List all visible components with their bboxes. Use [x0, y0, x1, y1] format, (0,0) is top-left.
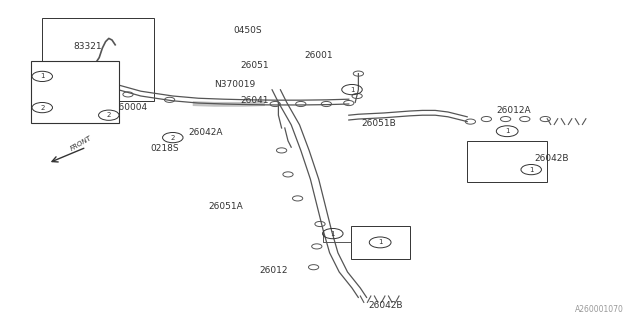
Text: 26051B: 26051B [362, 119, 396, 128]
Text: 0238S: 0238S [63, 103, 92, 112]
Text: 26012: 26012 [259, 266, 288, 275]
Text: 83321: 83321 [74, 42, 102, 51]
Text: 0450S: 0450S [234, 26, 262, 35]
Text: 1: 1 [378, 239, 383, 245]
Text: FRONT: FRONT [69, 135, 93, 152]
Text: 26041: 26041 [240, 96, 269, 105]
Text: 2: 2 [107, 112, 111, 118]
Text: 1: 1 [505, 128, 509, 134]
Text: 1: 1 [40, 73, 45, 79]
Text: 2: 2 [40, 105, 44, 111]
Text: 26042B: 26042B [368, 301, 403, 310]
Text: A260001070: A260001070 [575, 305, 624, 314]
Text: N370019: N370019 [214, 80, 255, 89]
Text: 26001: 26001 [304, 52, 333, 60]
Text: 1: 1 [349, 87, 355, 92]
Text: 26042A: 26042A [189, 128, 223, 137]
Text: 0101S: 0101S [63, 72, 92, 81]
Text: 26051: 26051 [240, 61, 269, 70]
Text: M060004: M060004 [106, 103, 148, 112]
Text: 2: 2 [171, 135, 175, 140]
FancyBboxPatch shape [467, 141, 547, 182]
Text: 26012A: 26012A [496, 106, 531, 115]
FancyBboxPatch shape [31, 61, 119, 123]
Text: 1: 1 [330, 231, 335, 236]
FancyBboxPatch shape [351, 226, 410, 259]
Text: 0218S: 0218S [150, 144, 179, 153]
Text: 26042B: 26042B [534, 154, 569, 163]
FancyBboxPatch shape [42, 18, 154, 101]
Text: 26051A: 26051A [208, 202, 243, 211]
Text: 1: 1 [529, 167, 534, 172]
